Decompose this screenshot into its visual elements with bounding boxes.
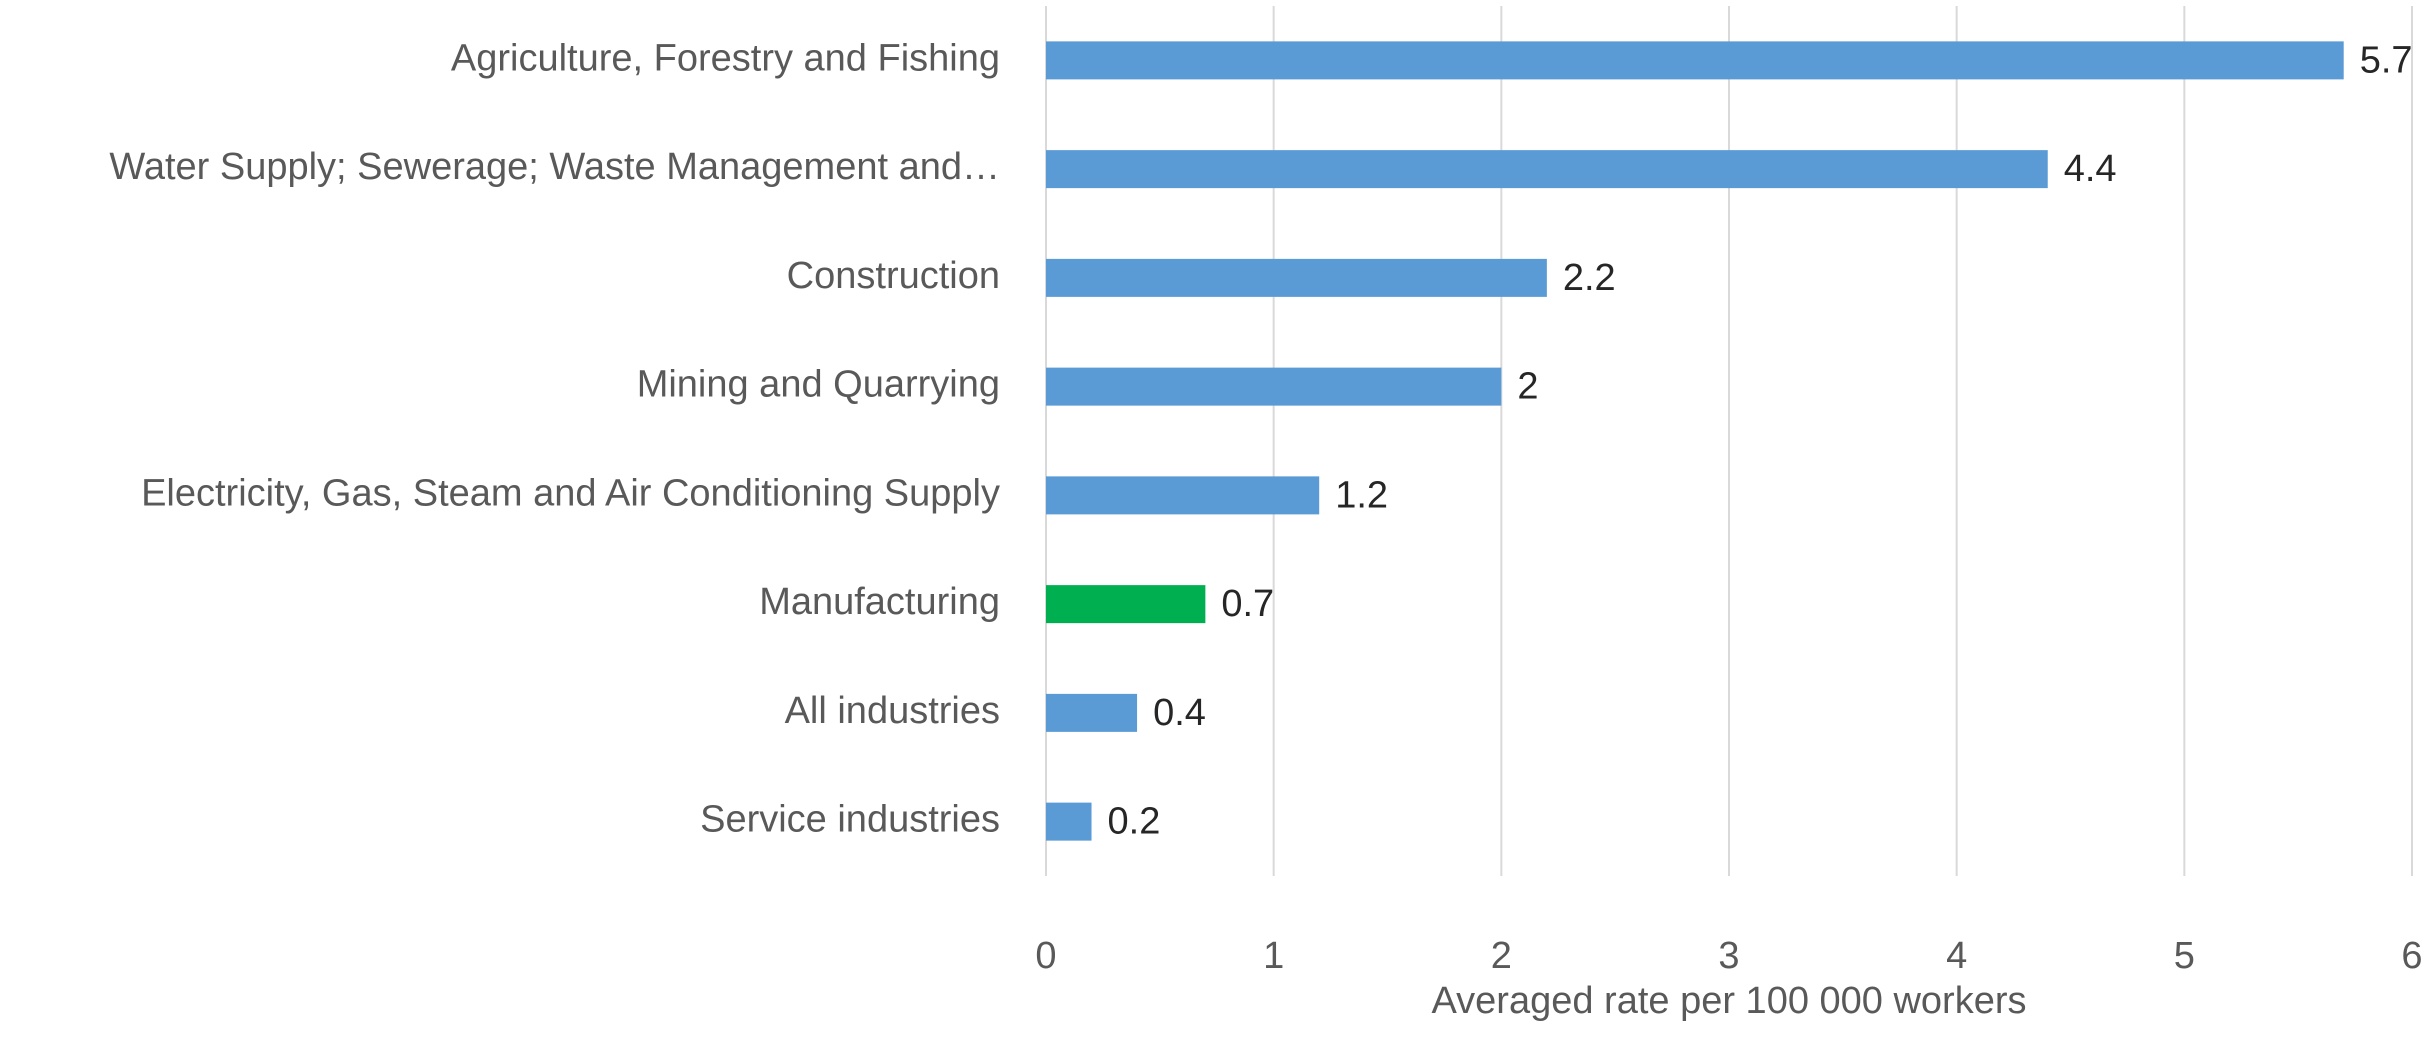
data-label: 0.7 <box>1221 583 1274 625</box>
x-tick-label: 5 <box>2174 935 2195 977</box>
y-tick-label: All industries <box>785 690 1000 732</box>
data-label: 0.2 <box>1108 801 1161 843</box>
data-label: 2.2 <box>1563 257 1616 299</box>
y-tick-label: Electricity, Gas, Steam and Air Conditio… <box>141 472 1000 514</box>
x-axis-title: Averaged rate per 100 000 workers <box>1432 980 2027 1022</box>
x-tick-label: 1 <box>1263 935 1284 977</box>
y-tick-label: Construction <box>787 255 1000 297</box>
data-label: 1.2 <box>1335 474 1388 516</box>
data-label: 0.4 <box>1153 692 1206 734</box>
bar <box>1046 476 1320 515</box>
x-tick-label: 2 <box>1491 935 1512 977</box>
x-tick-label: 0 <box>1035 935 1056 977</box>
bar <box>1046 258 1547 297</box>
y-tick-label: Agriculture, Forestry and Fishing <box>451 37 1000 79</box>
data-label: 2 <box>1517 366 1538 408</box>
x-tick-label: 6 <box>2401 935 2422 977</box>
y-tick-label: Water Supply; Sewerage; Waste Management… <box>109 146 1000 188</box>
bar <box>1046 693 1138 732</box>
data-label: 5.7 <box>2360 39 2413 81</box>
y-tick-label: Service industries <box>700 799 1000 841</box>
data-label: 4.4 <box>2064 148 2117 190</box>
x-tick-label: 3 <box>1718 935 1739 977</box>
y-tick-label: Manufacturing <box>759 581 1000 623</box>
x-tick-label: 4 <box>1946 935 1967 977</box>
bar <box>1046 41 2344 80</box>
bar <box>1046 150 2048 189</box>
bar <box>1046 367 1502 406</box>
y-tick-label: Mining and Quarrying <box>637 364 1000 406</box>
bar <box>1046 585 1206 624</box>
bar <box>1046 802 1092 841</box>
